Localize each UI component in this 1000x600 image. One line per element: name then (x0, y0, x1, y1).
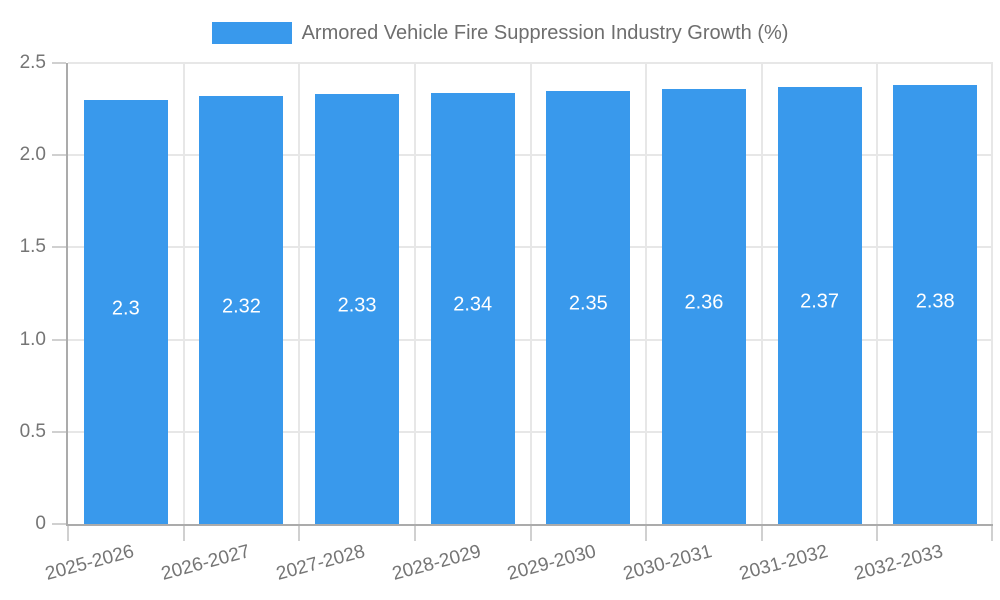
bar-value-label: 2.34 (453, 293, 493, 316)
x-axis-tick (760, 526, 763, 541)
x-axis-tick-label: 2029-2030 (505, 541, 599, 585)
y-axis-tick-label: 2.5 (19, 52, 46, 73)
chart-legend[interactable]: Armored Vehicle Fire Suppression Industr… (0, 16, 1000, 50)
gridline-vertical (298, 63, 301, 524)
x-axis-tick-label: 2027-2028 (274, 541, 368, 585)
bar[interactable] (546, 90, 631, 524)
legend-color-swatch (211, 22, 292, 44)
bar-value-label: 2.37 (800, 290, 840, 313)
y-axis-tick-label: 0.5 (19, 420, 46, 442)
y-axis-tick (52, 430, 66, 433)
x-axis-tick (298, 526, 301, 541)
x-axis-tick-label: 2026-2027 (158, 541, 252, 585)
bar-value-label: 2.36 (684, 291, 724, 314)
x-axis-tick (876, 526, 879, 541)
bar[interactable] (661, 88, 746, 524)
plot-area: 2.3 2.32 2.33 2.34 2.35 2.36 2.37 2.38 (66, 62, 993, 526)
x-axis-tick-label: 2028-2029 (389, 541, 484, 585)
y-axis-tick-label: 0 (35, 513, 46, 534)
y-axis-tick (52, 154, 66, 157)
bar-value-label: 2.3 (111, 297, 140, 320)
gridline-vertical (182, 63, 185, 524)
gridline-vertical (645, 63, 648, 524)
y-axis-tick-label: 1.0 (19, 328, 46, 350)
bar[interactable] (430, 92, 515, 524)
gridline-vertical (529, 63, 532, 524)
gridline-vertical (760, 63, 763, 524)
bar[interactable] (893, 85, 978, 524)
gridline-vertical (876, 63, 879, 524)
bar-value-label: 2.35 (568, 292, 608, 315)
y-axis-tick-label: 1.5 (19, 236, 46, 258)
bar-value-label: 2.38 (915, 290, 955, 313)
x-axis-tick (529, 526, 532, 541)
x-axis-tick-label: 2031-2032 (736, 541, 830, 585)
y-axis-line (66, 63, 68, 524)
x-axis-tick-label: 2030-2031 (621, 541, 715, 585)
y-axis-tick (52, 523, 66, 525)
bar[interactable] (777, 86, 862, 524)
bar[interactable] (315, 94, 400, 524)
x-axis-tick (182, 526, 185, 541)
gridline-vertical (413, 63, 416, 524)
bar[interactable] (83, 99, 168, 524)
x-axis-tick (67, 526, 69, 541)
x-axis-tick (991, 526, 993, 541)
gridline-vertical (991, 63, 993, 524)
x-axis-tick (413, 526, 416, 541)
x-axis-tick (645, 526, 648, 541)
legend-label: Armored Vehicle Fire Suppression Industr… (301, 22, 789, 44)
y-axis-tick (52, 62, 66, 64)
bar-value-label: 2.33 (337, 294, 377, 317)
y-axis-tick (52, 338, 66, 341)
x-axis-tick-label: 2032-2033 (852, 541, 946, 585)
x-axis-tick-label: 2025-2026 (43, 541, 137, 585)
bar-value-label: 2.32 (221, 295, 261, 318)
y-axis-tick (52, 246, 66, 249)
bar[interactable] (199, 96, 284, 524)
y-axis-tick-label: 2.0 (19, 144, 46, 166)
x-axis-line (66, 524, 993, 526)
